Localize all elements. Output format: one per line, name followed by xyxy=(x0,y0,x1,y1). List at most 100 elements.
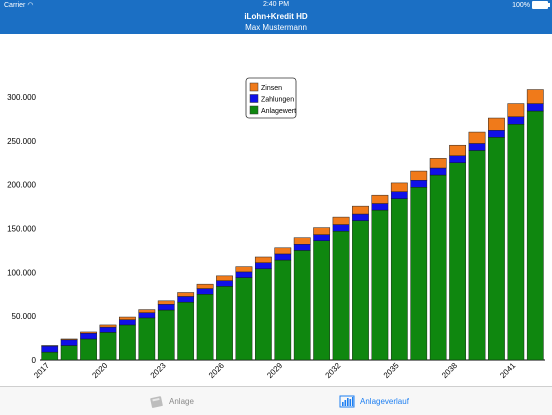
x-tick-label: 2023 xyxy=(149,361,168,380)
bar-anlagewert-2041 xyxy=(507,123,525,361)
app-title: iLohn+Kredit HD xyxy=(244,12,308,21)
bar-zinsen-2019 xyxy=(80,331,97,334)
battery-icon xyxy=(532,1,550,9)
bar-zahlungen-2030 xyxy=(293,244,311,251)
bar-zinsen-2026 xyxy=(216,275,233,281)
bar-zahlungen-2042 xyxy=(526,103,544,112)
bar-zinsen-2034 xyxy=(371,194,389,204)
bar-zinsen-2038 xyxy=(449,144,467,156)
bar-anlagewert-2017 xyxy=(41,351,59,361)
bar-zinsen-2040 xyxy=(488,117,505,131)
tab-bar: Anlage Anlageverlauf xyxy=(0,386,552,415)
bar-anlagewert-2018 xyxy=(60,345,78,361)
bar-anlagewert-2023 xyxy=(157,309,175,361)
bar-zahlungen-2036 xyxy=(410,180,428,188)
battery-percent: 100% xyxy=(512,1,530,9)
bar-zinsen-2037 xyxy=(429,158,447,169)
wifi-icon: ◠ xyxy=(27,2,34,9)
tab-anlageverlauf[interactable]: Anlageverlauf xyxy=(339,391,409,411)
y-tick-label: 150.000 xyxy=(7,225,36,234)
bar-zahlungen-2021 xyxy=(119,319,136,326)
stacked-bar-chart: 0 50.000 100.000 150.000 200.000 250.000 300.0… xyxy=(7,77,545,380)
bar-zahlungen-2018 xyxy=(60,339,78,346)
x-tick-label: 2026 xyxy=(207,361,226,380)
bar-anlagewert-2031 xyxy=(313,240,330,361)
bar-zahlungen-2024 xyxy=(177,296,195,303)
status-bar: Carrier ◠ 2:40 PM 100% xyxy=(0,0,552,10)
bar-zinsen-2036 xyxy=(410,170,428,181)
bar-zahlungen-2037 xyxy=(429,167,447,176)
bar-anlagewert-2029 xyxy=(274,259,292,361)
bar-zinsen-2031 xyxy=(313,227,331,235)
bar-zahlungen-2038 xyxy=(449,155,466,163)
bar-zinsen-2042 xyxy=(526,89,544,104)
tab-anlageverlauf-label: Anlageverlauf xyxy=(360,396,409,406)
y-tick-label: 0 xyxy=(32,356,37,365)
legend-swatch-zinsen xyxy=(249,82,259,92)
bar-zahlungen-2040 xyxy=(488,130,505,138)
tab-anlage-label: Anlage xyxy=(169,396,194,406)
carrier-text: Carrier xyxy=(4,2,26,9)
bar-zahlungen-2033 xyxy=(352,213,369,221)
bar-anlagewert-2024 xyxy=(177,301,195,361)
bar-anlagewert-2035 xyxy=(390,198,408,361)
bar-zinsen-2022 xyxy=(138,309,156,313)
bar-anlagewert-2037 xyxy=(429,174,447,361)
bar-zahlungen-2017 xyxy=(41,345,59,353)
bar-zinsen-2027 xyxy=(235,266,253,273)
bar-zinsen-2041 xyxy=(507,103,525,117)
bar-zinsen-2033 xyxy=(352,205,369,215)
bar-zahlungen-2034 xyxy=(371,203,389,211)
bar-zinsen-2024 xyxy=(177,292,195,297)
x-tick-label: 2032 xyxy=(324,361,343,380)
x-tick-label: 2038 xyxy=(440,361,459,380)
x-tick-label: 2020 xyxy=(90,361,109,380)
x-tick-label: 2035 xyxy=(382,361,401,380)
bar-zahlungen-2035 xyxy=(390,191,408,199)
status-time: 2:40 PM xyxy=(262,1,290,8)
bar-zinsen-2017 xyxy=(41,345,59,347)
bar-zinsen-2021 xyxy=(118,316,136,320)
bar-anlagewert-2027 xyxy=(235,277,253,361)
bar-anlagewert-2040 xyxy=(488,137,505,361)
y-tick-label: 300.000 xyxy=(7,93,36,102)
bar-anlagewert-2028 xyxy=(255,268,272,361)
bar-zahlungen-2026 xyxy=(216,280,233,287)
tab-anlage[interactable]: Anlage xyxy=(150,391,194,411)
calculator-icon xyxy=(150,396,163,408)
bar-zahlungen-2028 xyxy=(255,262,272,270)
bar-zinsen-2039 xyxy=(468,131,486,144)
bar-anlagewert-2019 xyxy=(80,338,97,361)
bar-zinsen-2029 xyxy=(274,247,292,255)
bar-zinsen-2020 xyxy=(99,324,117,328)
y-tick-label: 100.000 xyxy=(7,268,36,277)
bar-zinsen-2023 xyxy=(157,300,175,305)
bar-zahlungen-2039 xyxy=(468,143,486,151)
nav-bar: iLohn+Kredit HD Max Mustermann xyxy=(0,10,552,34)
bar-anlagewert-2034 xyxy=(371,209,389,361)
bar-zahlungen-2019 xyxy=(80,333,97,340)
legend-swatch-zahlungen xyxy=(249,94,259,103)
bar-anlagewert-2032 xyxy=(332,230,350,361)
bar-anlagewert-2020 xyxy=(99,332,117,361)
legend-swatch-anlagewert xyxy=(249,105,259,115)
bar-zahlungen-2031 xyxy=(313,234,330,241)
chart-area: 0 50.000 100.000 150.000 200.000 250.000 300.0… xyxy=(0,34,552,384)
bar-anlagewert-2038 xyxy=(449,162,466,361)
bar-zahlungen-2027 xyxy=(235,271,253,278)
bar-anlagewert-2033 xyxy=(352,220,369,361)
bar-zahlungen-2029 xyxy=(274,253,292,261)
bar-zahlungen-2032 xyxy=(332,224,350,232)
legend-label-zinsen: Zinsen xyxy=(261,85,282,92)
x-tick-label: 2029 xyxy=(265,361,284,380)
bar-anlagewert-2039 xyxy=(468,150,486,361)
bar-zinsen-2028 xyxy=(254,256,272,263)
user-name: Max Mustermann xyxy=(245,23,307,32)
y-tick-label: 50.000 xyxy=(12,312,37,321)
bar-zahlungen-2041 xyxy=(507,116,525,125)
bar-zahlungen-2023 xyxy=(157,304,175,311)
bar-anlagewert-2022 xyxy=(138,317,156,361)
legend-label-zahlungen: Zahlungen xyxy=(261,97,294,104)
bar-anlagewert-2026 xyxy=(216,286,233,361)
bar-zinsen-2032 xyxy=(332,216,350,225)
